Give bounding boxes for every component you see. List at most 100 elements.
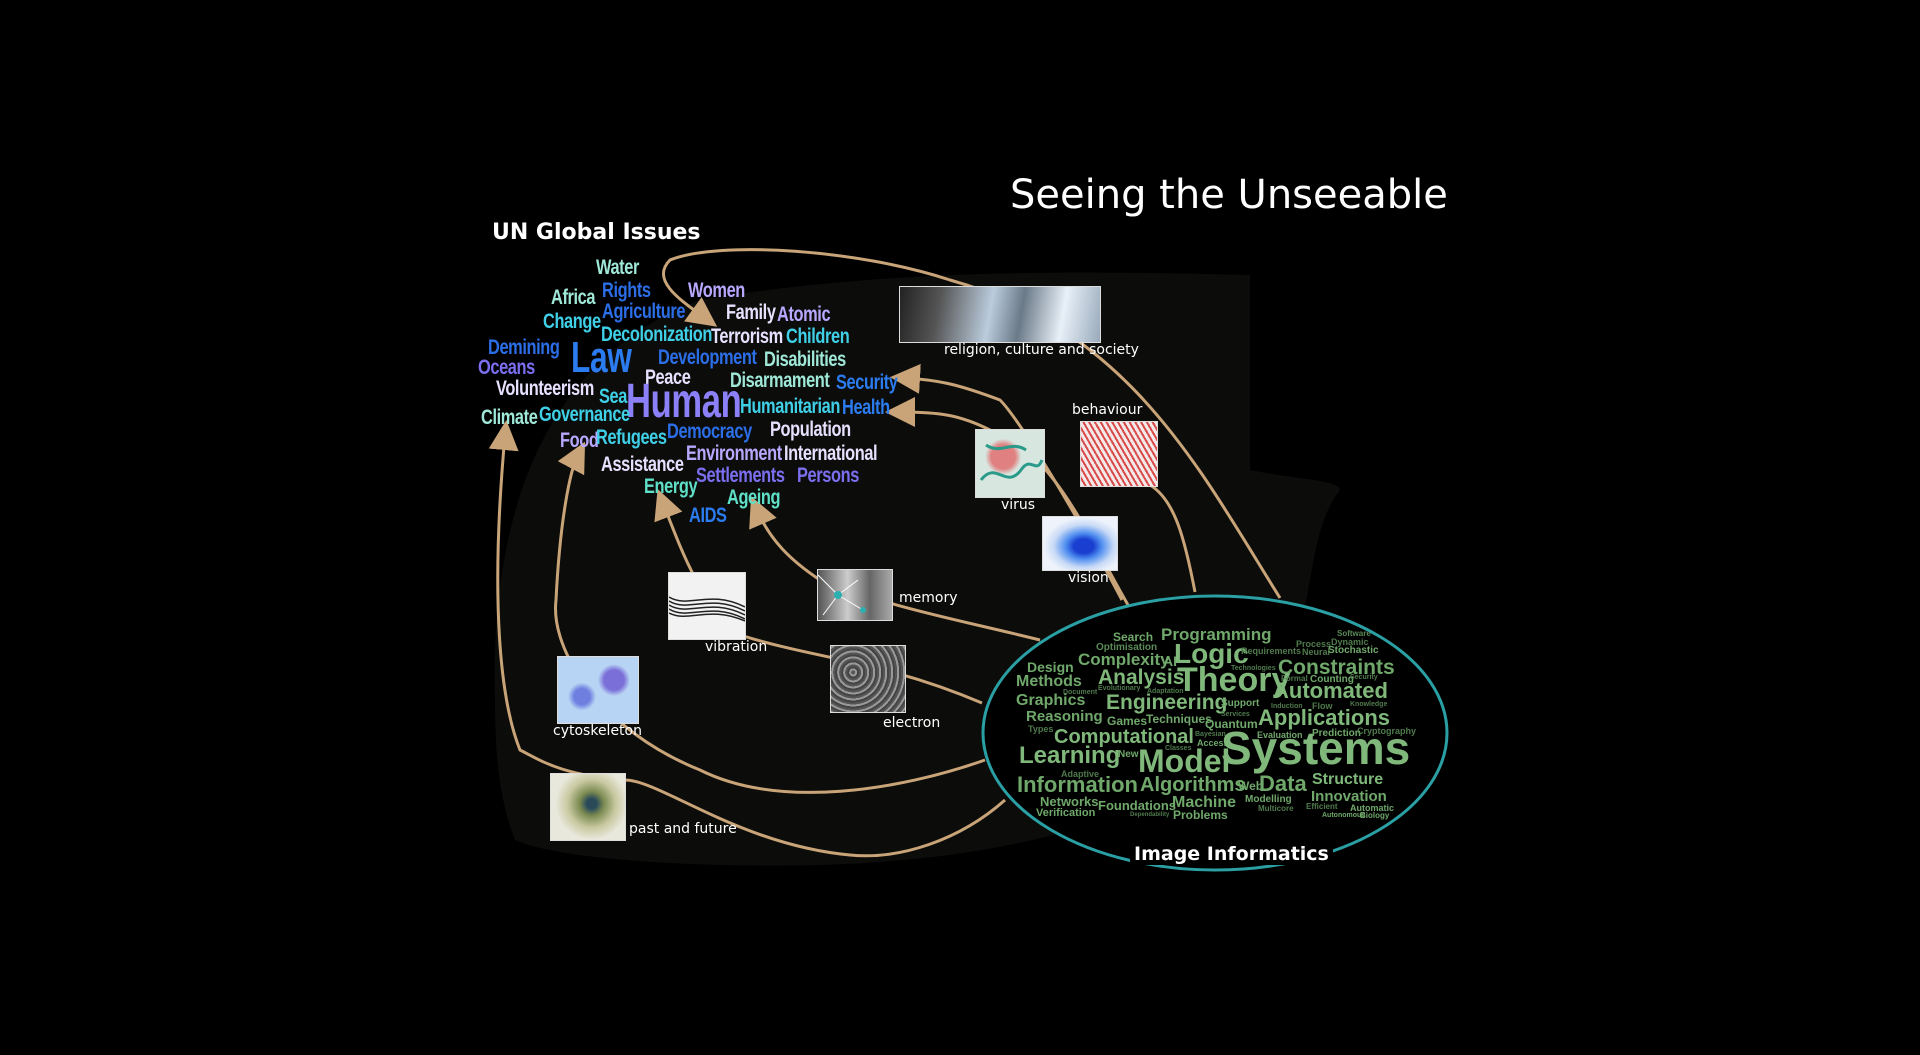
ii-word: Machine (1172, 794, 1237, 811)
ii-word: Classes (1165, 745, 1192, 752)
un-word: Decolonization (601, 323, 713, 346)
ii-word: Theory (1177, 661, 1291, 699)
un-word: Sea (599, 385, 627, 408)
ii-word: Applications (1258, 705, 1391, 730)
past-future-thumbnail (550, 773, 626, 841)
un-word: Assistance (601, 453, 684, 476)
vibration-thumbnail (668, 572, 746, 640)
ii-word: Games (1107, 714, 1148, 728)
un-word: Terrorism (711, 325, 783, 348)
un-word: Children (786, 325, 850, 348)
ii-word: Reasoning (1026, 708, 1103, 725)
virus-caption: virus (1001, 497, 1036, 513)
un-word: Africa (551, 286, 596, 309)
un-word: Demining (488, 336, 560, 359)
image-informatics-heading: Image Informatics (1130, 843, 1333, 865)
un-word: Persons (797, 464, 859, 487)
ii-word: Services (1221, 711, 1250, 718)
un-word: Human (626, 375, 742, 428)
ii-word: Logic (1174, 638, 1249, 669)
ii-word: Access (1197, 738, 1229, 748)
past-future-caption: past and future (629, 821, 737, 837)
un-word: Development (658, 346, 757, 369)
ii-word: Programming (1161, 625, 1272, 644)
un-global-issues-heading: UN Global Issues (492, 220, 701, 245)
ii-word: Neural (1302, 647, 1331, 657)
ii-word: Dependability (1130, 812, 1170, 818)
arrow-religion-to-un (662, 248, 1282, 599)
ii-word: Algorithms (1140, 774, 1246, 796)
cytoskeleton-thumbnail (557, 656, 639, 724)
electron-thumbnail (830, 645, 906, 713)
ii-word: Support (1221, 698, 1260, 709)
un-word: Democracy (667, 420, 752, 443)
ii-word: Foundations (1098, 798, 1176, 813)
ii-word: Networks (1040, 794, 1099, 809)
un-word: Law (571, 333, 632, 382)
un-word: Change (543, 310, 601, 333)
ii-word: Optimisation (1096, 642, 1158, 653)
ii-word: Model (1138, 743, 1231, 779)
slide-title: Seeing the Unseeable (1010, 172, 1448, 218)
un-word: Atomic (777, 303, 831, 326)
un-word: Security (836, 371, 898, 394)
ii-word: Security (1350, 674, 1378, 681)
ii-word: Problems (1173, 808, 1228, 822)
ii-word: Evolutionary (1098, 685, 1141, 692)
un-word: Environment (686, 442, 782, 465)
ii-word: Process (1296, 639, 1332, 649)
religion-thumbnail (899, 286, 1101, 343)
behaviour-caption: behaviour (1072, 402, 1143, 418)
un-word: Energy (644, 475, 698, 498)
un-word: Population (770, 418, 851, 441)
ii-word: Stochastic (1328, 645, 1379, 656)
vision-thumbnail (1042, 516, 1118, 571)
ii-word: Automatic (1350, 803, 1395, 813)
un-word: Disarmament (730, 369, 830, 392)
ii-word: Types (1028, 724, 1054, 734)
ii-word: Dynamic (1331, 637, 1369, 647)
un-word: Water (596, 256, 639, 279)
un-word: Oceans (478, 356, 535, 379)
un-word: Peace (645, 366, 691, 389)
un-word: Disabilities (764, 348, 846, 371)
religion-caption: religion, culture and society (944, 342, 1139, 358)
ii-word: Evaluation (1257, 730, 1303, 740)
un-word: Humanitarian (740, 395, 840, 418)
un-word: Refugees (596, 426, 667, 449)
behaviour-thumbnail (1080, 421, 1158, 487)
ii-word: Search (1113, 630, 1154, 644)
ii-word: Design (1027, 659, 1074, 675)
ii-word: Automated (1273, 678, 1388, 703)
ii-word: Formal (1281, 674, 1308, 683)
electron-caption: electron (883, 715, 941, 731)
ii-word: Complexity (1078, 650, 1170, 669)
ii-word: Knowledge (1350, 701, 1388, 708)
ii-word: AI (1163, 653, 1177, 669)
ii-word: Adaptive (1061, 769, 1100, 779)
ii-word: Induction (1271, 703, 1303, 710)
ii-word: Modelling (1245, 794, 1292, 805)
ii-word: Software (1337, 629, 1371, 638)
ii-word: Verification (1036, 807, 1096, 819)
ii-word: Learning (1019, 742, 1121, 769)
ii-word: Systems (1221, 722, 1411, 774)
vision-caption: vision (1068, 570, 1109, 586)
un-word: Family (726, 301, 776, 324)
un-word: Agriculture (602, 300, 686, 323)
un-word: Climate (481, 406, 538, 429)
ii-word: Requirements (1241, 646, 1302, 656)
virus-thumbnail (975, 429, 1045, 498)
un-word: Women (688, 279, 745, 302)
un-word: Settlements (696, 464, 785, 487)
ii-word: Adaptation (1147, 688, 1184, 695)
ii-word: Document (1063, 689, 1098, 696)
ii-word: Quantum (1205, 717, 1258, 731)
un-word: Volunteerism (496, 377, 594, 400)
un-word: Governance (539, 403, 630, 426)
ii-word: Efficient (1306, 802, 1338, 811)
ii-word: Flow (1312, 701, 1333, 711)
un-word: Rights (602, 279, 651, 302)
ii-word: Web (1238, 779, 1264, 793)
